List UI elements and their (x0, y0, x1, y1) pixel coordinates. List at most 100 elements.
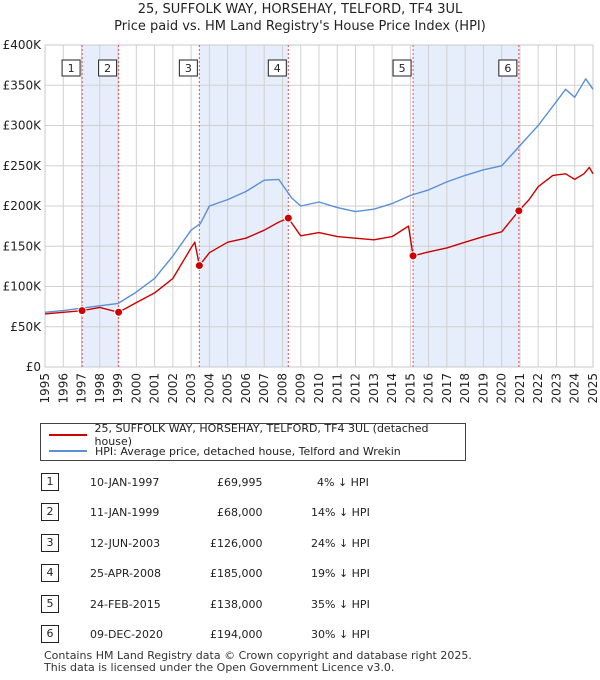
sale-badge-box (98, 59, 118, 77)
sale-badge-box (61, 59, 81, 77)
sale-row: 1 10-JAN-1997 £69,995 4% ↓ HPI (0, 473, 600, 493)
chart-subtitle: Price paid vs. HM Land Registry's House … (114, 19, 486, 34)
chart-title: 25, SUFFOLK WAY, HORSEHAY, TELFORD, TF4 … (137, 2, 463, 17)
x-tick-label: 2025 (586, 373, 600, 404)
legend-swatch-property (49, 434, 87, 436)
sale-badge-label: 4 (274, 62, 281, 75)
sale-hpi: 24% ↓ HPI (311, 537, 370, 550)
sale-badge: 1 (41, 473, 59, 491)
x-tick-label: 2019 (476, 373, 490, 404)
x-tick-label: 2016 (422, 373, 436, 404)
x-tick-label: 2012 (349, 373, 363, 404)
sale-hpi: 4% ↓ HPI (317, 476, 369, 489)
sale-badge-box (498, 59, 518, 77)
sale-date: 11-JAN-1999 (90, 506, 160, 519)
sale-point (114, 307, 124, 317)
sale-badge: 5 (41, 595, 59, 613)
sale-date: 09-DEC-2020 (90, 628, 164, 641)
hpi-series-line (44, 78, 594, 313)
sale-hpi: 19% ↓ HPI (311, 567, 370, 580)
x-tick-label: 1998 (93, 373, 107, 404)
y-tick-label: £150K (3, 239, 43, 253)
x-tick-label: 2004 (202, 373, 216, 404)
x-tick-label: 2014 (385, 373, 399, 404)
sale-badge-box (267, 59, 287, 77)
y-tick-label: £200K (3, 199, 43, 213)
sale-date: 12-JUN-2003 (90, 537, 161, 550)
legend-swatch-hpi (49, 450, 87, 452)
x-tick-label: 2018 (458, 373, 472, 404)
y-tick-label: £350K (3, 78, 43, 92)
sale-row: 4 25-APR-2008 £185,000 19% ↓ HPI (0, 564, 600, 584)
sale-date: 24-FEB-2015 (90, 598, 161, 611)
footer-licence: This data is licensed under the Open Gov… (44, 661, 395, 674)
property-series-line (44, 166, 594, 315)
sale-point (77, 306, 87, 316)
y-tick-label: £300K (3, 119, 43, 133)
sale-badge: 2 (41, 503, 59, 521)
x-tick-label: 2003 (184, 373, 198, 404)
x-tick-label: 2021 (513, 373, 527, 404)
sale-price: £126,000 (210, 537, 263, 550)
sale-price: £69,995 (217, 476, 263, 489)
sale-badge-box (178, 59, 198, 77)
sale-badge: 6 (41, 625, 59, 643)
sale-price: £138,000 (210, 598, 263, 611)
legend-label-property: 25, SUFFOLK WAY, HORSEHAY, TELFORD, TF4 … (94, 422, 429, 448)
sale-price: £185,000 (210, 567, 263, 580)
x-tick-label: 2006 (239, 373, 253, 404)
y-tick-label: £250K (3, 159, 43, 173)
x-tick-label: 2022 (531, 373, 545, 404)
x-tick-label: 1996 (56, 373, 70, 404)
y-tick-label: £0 (26, 360, 41, 374)
sale-badge: 3 (41, 534, 59, 552)
x-tick-label: 2010 (312, 373, 326, 404)
sale-point (283, 213, 293, 223)
sale-badge-box (392, 59, 412, 77)
sale-point (408, 251, 418, 261)
x-tick-label: 2015 (403, 373, 417, 404)
sale-hpi: 35% ↓ HPI (311, 598, 370, 611)
x-tick-label: 2005 (221, 373, 235, 404)
x-tick-label: 2020 (495, 373, 509, 404)
sale-date: 10-JAN-1997 (90, 476, 160, 489)
legend-label-hpi: HPI: Average price, detached house, Telf… (95, 444, 401, 458)
x-tick-label: 2013 (367, 373, 381, 404)
y-tick-label: £50K (10, 320, 42, 334)
plot-frame (44, 44, 594, 368)
footer: Contains HM Land Registry data © Crown c… (44, 650, 472, 674)
sale-hpi: 14% ↓ HPI (311, 506, 370, 519)
sale-badge-label: 2 (104, 62, 111, 75)
sale-badge-label: 3 (185, 62, 192, 75)
sale-row: 6 09-DEC-2020 £194,000 30% ↓ HPI (0, 625, 600, 645)
x-tick-label: 2001 (148, 373, 162, 404)
legend: 25, SUFFOLK WAY, HORSEHAY, TELFORD, TF4 … (40, 422, 466, 461)
sale-row: 2 11-JAN-1999 £68,000 14% ↓ HPI (0, 503, 600, 523)
x-tick-label: 2017 (440, 373, 454, 404)
footer-copyright: Contains HM Land Registry data © Crown c… (44, 649, 472, 662)
sale-price: £68,000 (217, 506, 263, 519)
x-tick-label: 2011 (330, 373, 344, 404)
x-tick-label: 1997 (75, 373, 89, 404)
x-tick-label: 1999 (111, 373, 125, 404)
y-tick-label: £100K (3, 280, 43, 294)
x-tick-label: 2009 (294, 373, 308, 404)
sale-badge-label: 1 (68, 62, 75, 75)
sale-badge-label: 5 (399, 62, 406, 75)
sale-badge: 4 (41, 564, 59, 582)
y-tick-label: £400K (3, 38, 43, 52)
sale-price: £194,000 (210, 628, 263, 641)
sale-date: 25-APR-2008 (90, 567, 162, 580)
sale-row: 5 24-FEB-2015 £138,000 35% ↓ HPI (0, 595, 600, 615)
sale-hpi: 30% ↓ HPI (311, 628, 370, 641)
sale-row: 3 12-JUN-2003 £126,000 24% ↓ HPI (0, 534, 600, 554)
x-tick-label: 2024 (568, 373, 582, 404)
x-tick-label: 2008 (275, 373, 289, 404)
x-tick-label: 1995 (38, 373, 52, 404)
x-tick-label: 2002 (166, 373, 180, 404)
x-tick-label: 2000 (129, 373, 143, 404)
sale-point (194, 261, 204, 271)
sale-point (514, 206, 524, 216)
x-tick-label: 2007 (257, 373, 271, 404)
legend-item-hpi: HPI: Average price, detached house, Telf… (49, 443, 401, 459)
